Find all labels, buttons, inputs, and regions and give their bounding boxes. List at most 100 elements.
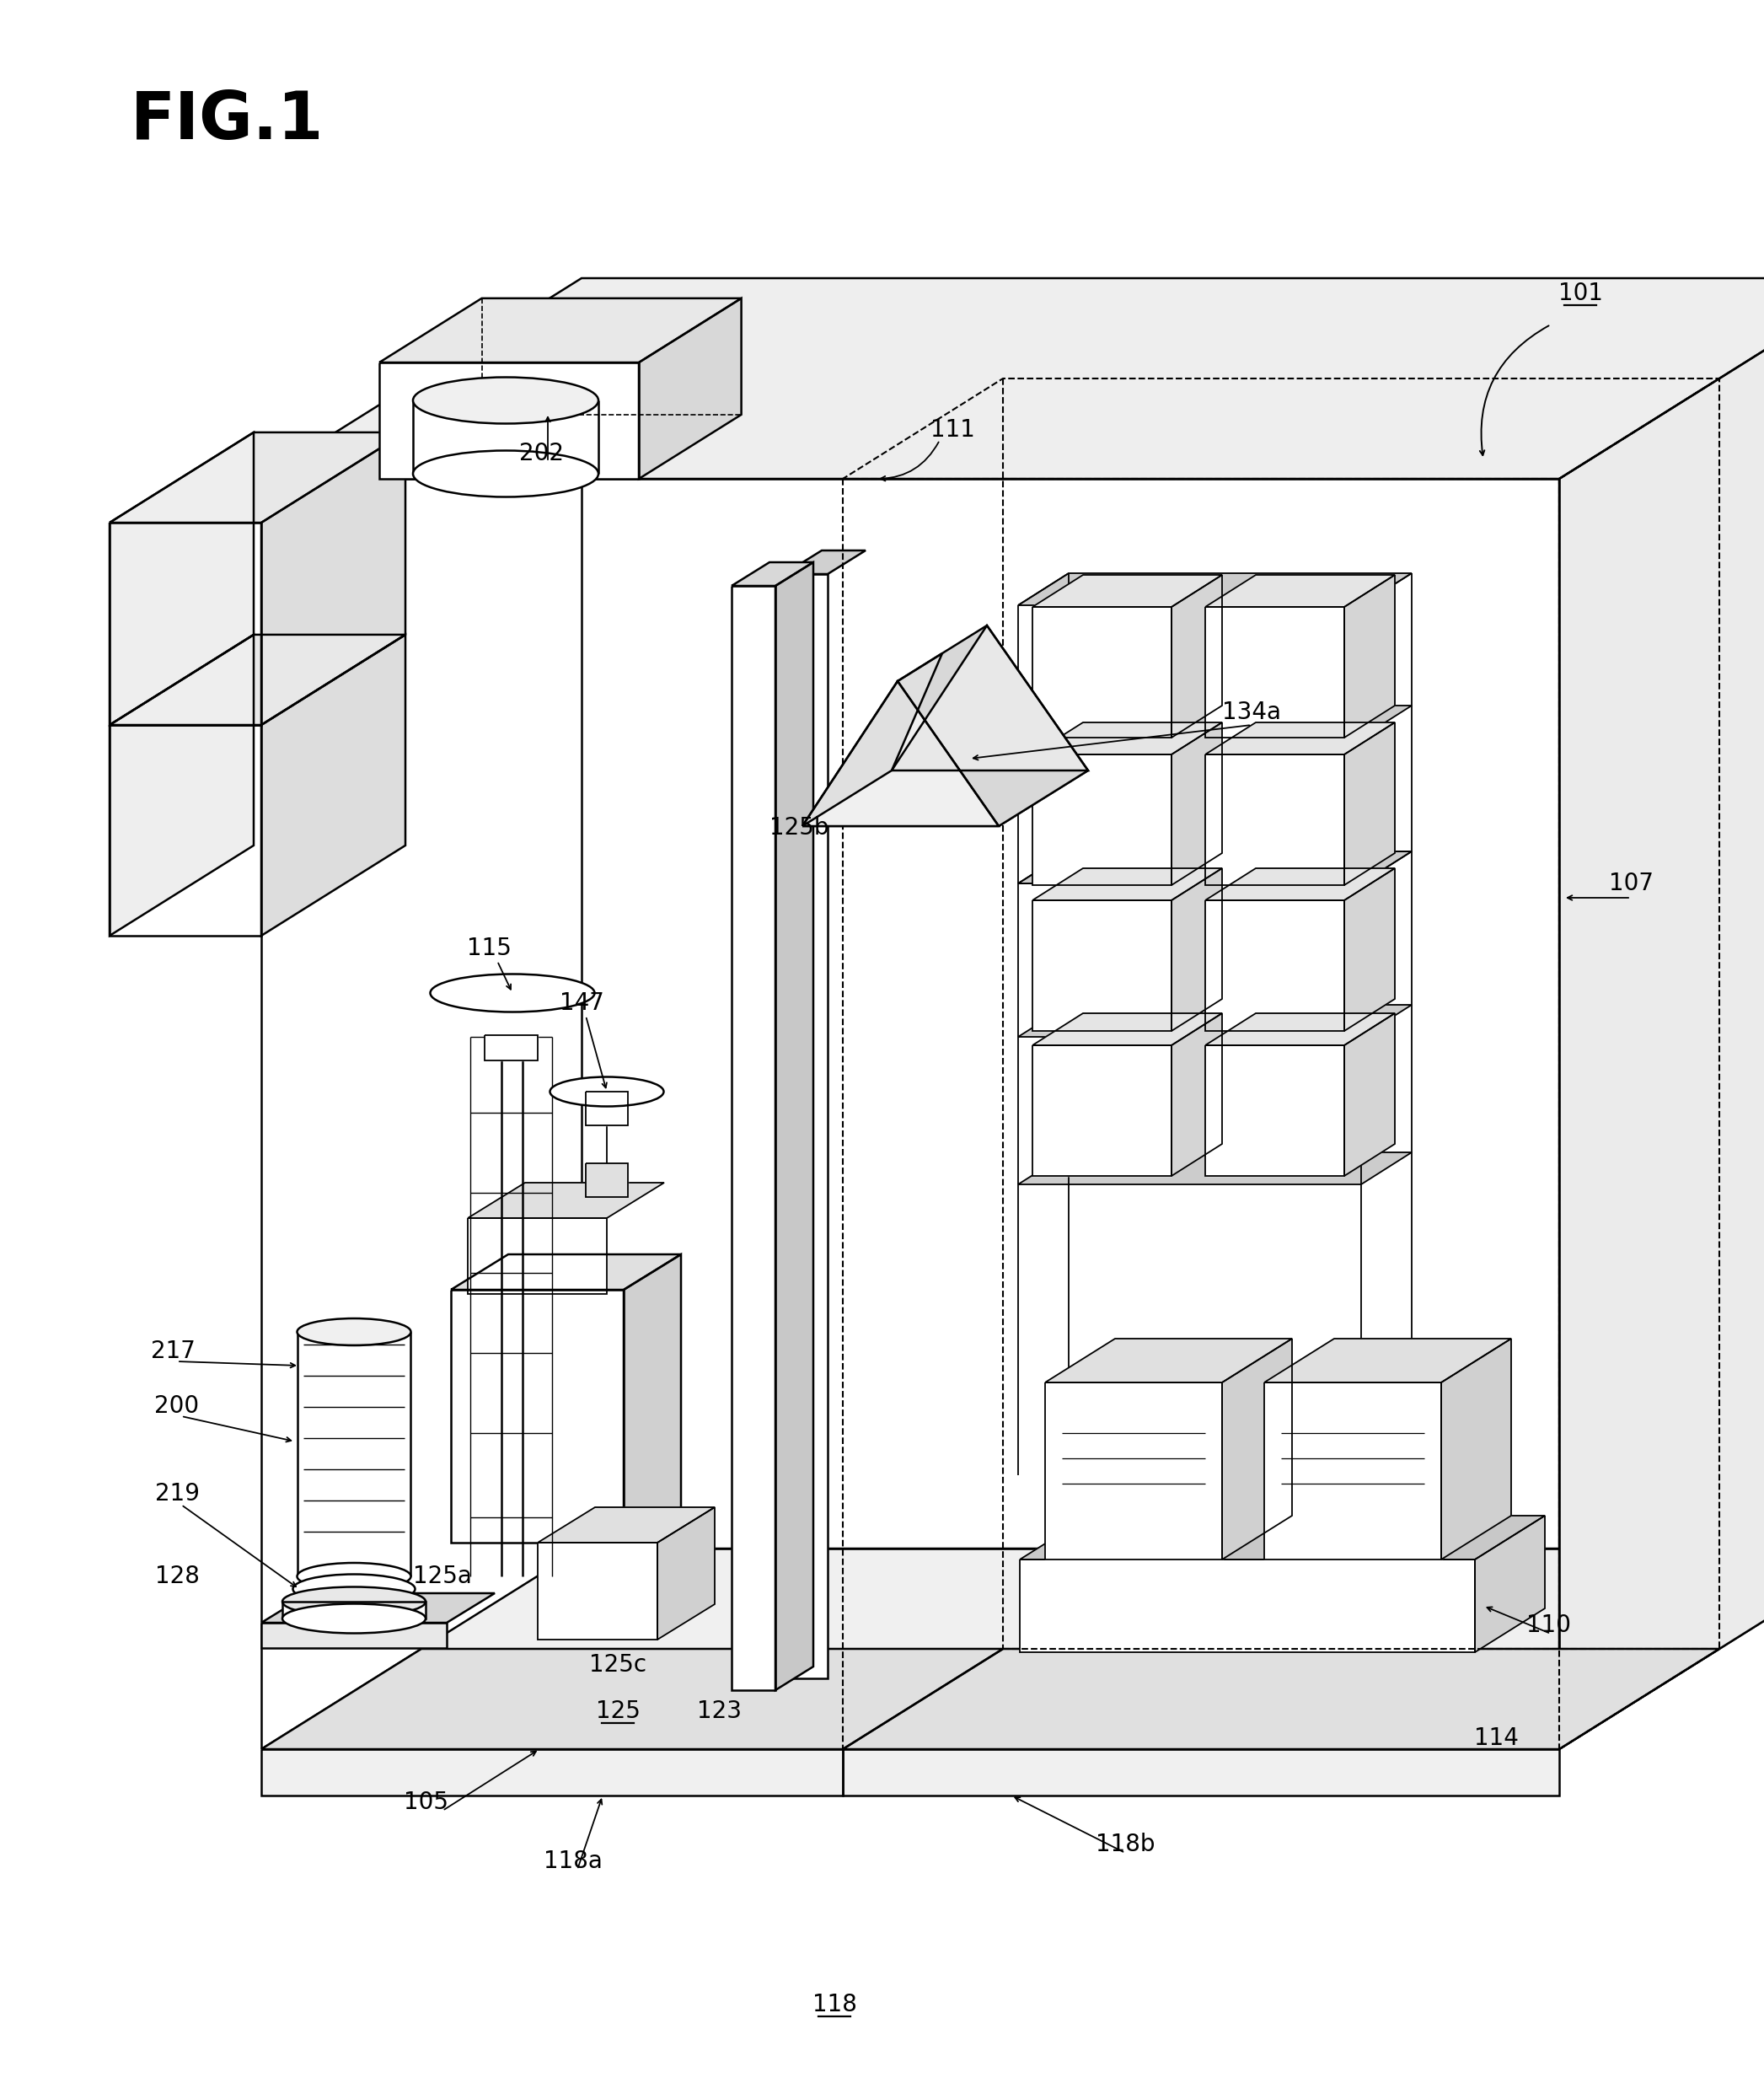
Polygon shape (1171, 869, 1222, 1031)
Text: 125a: 125a (413, 1564, 473, 1589)
Polygon shape (803, 770, 1088, 827)
Polygon shape (538, 1507, 714, 1543)
Ellipse shape (296, 1564, 411, 1589)
Polygon shape (109, 523, 261, 724)
Polygon shape (467, 1182, 663, 1217)
Polygon shape (1205, 754, 1344, 886)
Polygon shape (1018, 852, 1411, 884)
Polygon shape (586, 1163, 628, 1196)
Polygon shape (898, 626, 1088, 827)
Text: 105: 105 (404, 1790, 448, 1814)
Text: 114: 114 (1473, 1725, 1519, 1751)
Polygon shape (109, 432, 254, 724)
Polygon shape (1032, 1045, 1171, 1175)
Polygon shape (1032, 607, 1171, 737)
Polygon shape (282, 1602, 425, 1618)
Polygon shape (1205, 1045, 1344, 1175)
Text: 118: 118 (811, 1992, 857, 2017)
Polygon shape (1032, 869, 1222, 900)
Polygon shape (1205, 1014, 1395, 1045)
Polygon shape (261, 1748, 843, 1795)
Polygon shape (1475, 1515, 1545, 1652)
Polygon shape (1205, 575, 1395, 607)
Text: FIG.1: FIG.1 (131, 88, 325, 153)
Polygon shape (1222, 1339, 1291, 1560)
Polygon shape (1020, 1515, 1545, 1560)
Polygon shape (783, 573, 827, 1679)
Polygon shape (776, 563, 813, 1690)
Polygon shape (1265, 1339, 1512, 1383)
Polygon shape (1205, 869, 1395, 900)
Polygon shape (586, 1091, 628, 1125)
Text: 200: 200 (155, 1394, 199, 1419)
Polygon shape (1044, 1339, 1291, 1383)
Polygon shape (891, 626, 1088, 770)
Polygon shape (1044, 1383, 1222, 1560)
Text: 219: 219 (155, 1482, 199, 1505)
Polygon shape (261, 1650, 1004, 1748)
Polygon shape (452, 1255, 681, 1289)
Polygon shape (803, 680, 998, 827)
Polygon shape (783, 550, 866, 573)
Polygon shape (261, 634, 406, 936)
Ellipse shape (296, 1318, 411, 1345)
Polygon shape (261, 1593, 494, 1623)
Ellipse shape (282, 1604, 425, 1633)
Polygon shape (1205, 722, 1395, 754)
Polygon shape (1032, 900, 1171, 1031)
Polygon shape (1205, 900, 1344, 1031)
Text: 118a: 118a (543, 1849, 603, 1872)
Text: 134a: 134a (1222, 701, 1281, 724)
Polygon shape (1265, 1383, 1441, 1560)
Polygon shape (109, 634, 406, 724)
Polygon shape (109, 634, 254, 936)
Text: 107: 107 (1609, 871, 1653, 896)
Polygon shape (1205, 607, 1344, 737)
Text: 217: 217 (150, 1339, 196, 1362)
Text: 110: 110 (1528, 1614, 1572, 1637)
Polygon shape (1344, 1014, 1395, 1175)
Text: 118b: 118b (1095, 1832, 1155, 1856)
Polygon shape (1032, 754, 1171, 886)
Text: 128: 128 (155, 1564, 199, 1589)
Text: 125c: 125c (589, 1654, 646, 1677)
Polygon shape (1441, 1339, 1512, 1560)
Polygon shape (261, 279, 1764, 479)
Polygon shape (1344, 722, 1395, 886)
Ellipse shape (293, 1574, 415, 1604)
Polygon shape (1559, 279, 1764, 1748)
Text: 125b: 125b (769, 817, 829, 840)
Polygon shape (379, 363, 639, 479)
Ellipse shape (413, 378, 598, 424)
Polygon shape (639, 298, 741, 479)
Polygon shape (452, 1289, 624, 1543)
Polygon shape (1344, 575, 1395, 737)
Polygon shape (261, 1549, 1764, 1748)
Text: 101: 101 (1558, 281, 1603, 304)
Polygon shape (1018, 1005, 1411, 1037)
Text: 123: 123 (697, 1700, 741, 1723)
Polygon shape (803, 653, 942, 827)
Polygon shape (1171, 1014, 1222, 1175)
Polygon shape (467, 1217, 607, 1293)
Polygon shape (538, 1543, 658, 1639)
Ellipse shape (282, 1587, 425, 1616)
Polygon shape (1171, 722, 1222, 886)
Polygon shape (261, 432, 406, 724)
Polygon shape (109, 724, 261, 936)
Polygon shape (843, 1748, 1559, 1795)
Text: 111: 111 (930, 418, 975, 441)
Polygon shape (658, 1507, 714, 1639)
Polygon shape (1018, 573, 1411, 605)
Polygon shape (485, 1035, 538, 1060)
Text: 125: 125 (596, 1700, 640, 1723)
Polygon shape (1032, 722, 1222, 754)
Text: 202: 202 (519, 441, 563, 466)
Text: 115: 115 (466, 936, 512, 959)
Polygon shape (1032, 1014, 1222, 1045)
Polygon shape (843, 1650, 1720, 1748)
Ellipse shape (550, 1077, 663, 1106)
Polygon shape (1032, 575, 1222, 607)
Polygon shape (1018, 705, 1411, 737)
Polygon shape (109, 432, 406, 523)
